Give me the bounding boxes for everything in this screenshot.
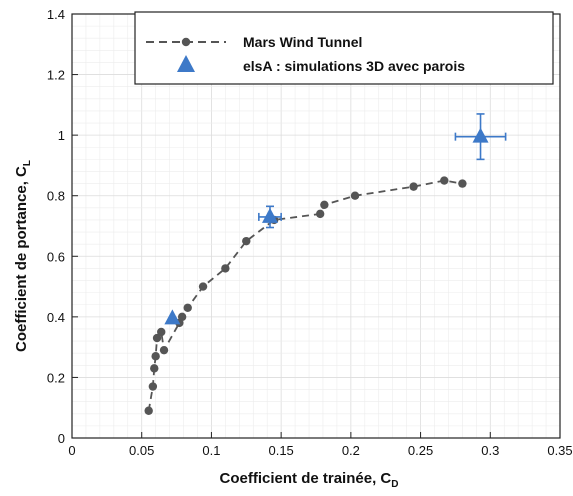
mars-wind-tunnel-point: [150, 364, 159, 373]
y-tick-label: 1: [58, 128, 65, 143]
mars-wind-tunnel-point: [458, 179, 467, 188]
legend-label-elsa: elsA : simulations 3D avec parois: [243, 58, 465, 74]
legend-swatch-elsa-marker: [177, 55, 195, 72]
mars-wind-tunnel-point: [159, 345, 169, 355]
mars-wind-tunnel-point: [183, 303, 192, 312]
y-axis-title: Coefficient de portance, CL: [13, 160, 33, 352]
elsa-simulation-point: [261, 207, 278, 223]
mars-wind-tunnel-point: [198, 282, 208, 291]
mars-wind-tunnel-point: [242, 236, 251, 246]
y-tick-label: 0.4: [47, 310, 65, 325]
legend-box: [134, 11, 554, 85]
mars-wind-tunnel-point: [151, 352, 160, 361]
mars-wind-tunnel-point: [177, 312, 187, 322]
y-tick-label: 0.2: [47, 370, 65, 385]
x-tick-label: 0.2: [342, 443, 360, 458]
elsa-simulation-point: [472, 127, 489, 143]
mars-wind-tunnel-line: [147, 179, 463, 411]
x-axis-title: Coefficient de trainée, CD: [220, 470, 399, 490]
mars-wind-tunnel-point: [315, 209, 325, 219]
y-tick-label: 0.6: [47, 249, 65, 264]
legend-label-mars: Mars Wind Tunnel: [243, 34, 362, 50]
mars-wind-tunnel-point: [350, 191, 360, 200]
y-axis-title-subscript: L: [22, 160, 33, 166]
series-layer: [144, 113, 507, 415]
mars-wind-tunnel-point: [144, 406, 153, 415]
y-tick-label: 1.2: [47, 68, 65, 83]
x-tick-label: 0.35: [547, 443, 572, 458]
y-tick-label: 0.8: [47, 189, 65, 204]
legend: Mars Wind Tunnel elsA : simulations 3D a…: [134, 11, 554, 85]
x-tick-label: 0: [68, 443, 75, 458]
y-tick-label: 1.4: [47, 7, 65, 22]
mars-wind-tunnel-point: [440, 176, 449, 185]
mars-wind-tunnel-point: [409, 182, 418, 191]
x-tick-label: 0.3: [481, 443, 499, 458]
x-axis-title-text: Coefficient de trainée, C: [220, 470, 392, 487]
x-tick-label: 0.15: [268, 443, 293, 458]
axis-ticks: 0 0.05 0.1 0.15 0.2 0.25 0.3 0.35 0 0.2 0.4 0.6 0.8 1…: [47, 7, 573, 458]
x-tick-label: 0.1: [202, 443, 220, 458]
mars-wind-tunnel-point: [152, 333, 162, 343]
mars-wind-tunnel-point: [157, 327, 166, 337]
y-axis-title-text: Coefficient de portance, C: [13, 166, 30, 352]
mars-wind-tunnel-point: [320, 200, 329, 209]
x-axis-title-subscript: D: [391, 479, 398, 490]
grid: [71, 13, 561, 439]
x-tick-label: 0.25: [408, 443, 433, 458]
mars-wind-tunnel-point: [148, 382, 158, 391]
legend-swatch-mars-marker: [181, 37, 191, 47]
x-tick-label: 0.05: [129, 443, 154, 458]
y-tick-label: 0: [58, 431, 65, 446]
mars-wind-tunnel-point: [221, 264, 230, 273]
elsa-simulation-point: [164, 309, 181, 325]
